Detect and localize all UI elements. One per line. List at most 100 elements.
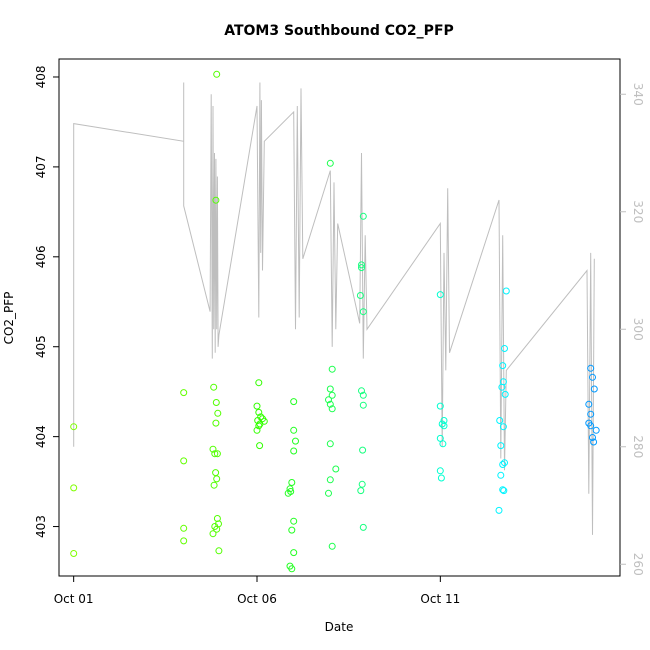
data-point [326, 440, 334, 448]
points-group [70, 70, 600, 573]
plot-frame [58, 58, 621, 577]
data-point [499, 362, 507, 370]
data-point [212, 469, 220, 477]
data-point [180, 457, 188, 465]
data-point [440, 422, 448, 430]
y-tick-label: 407 [34, 155, 48, 178]
data-point [359, 401, 367, 409]
line-series-group [73, 82, 595, 535]
data-point [590, 385, 598, 393]
y-tick-label: 405 [34, 335, 48, 358]
data-point [253, 426, 261, 434]
data-point [288, 526, 296, 534]
data-point [439, 440, 447, 448]
data-point [502, 287, 510, 295]
data-point [212, 399, 220, 406]
data-point [438, 420, 446, 428]
x-axis: Oct 01 Oct 06 Oct 11 [54, 576, 460, 606]
data-point [180, 524, 188, 532]
data-point [211, 450, 219, 458]
data-point [356, 292, 364, 299]
data-point [328, 542, 336, 550]
data-point [326, 385, 334, 393]
y-tick-label: 406 [34, 245, 48, 268]
data-point [255, 379, 263, 387]
data-point [290, 549, 298, 557]
data-point [209, 530, 217, 538]
y-tick-label: 408 [34, 66, 48, 89]
data-point [501, 390, 509, 398]
data-point [286, 485, 294, 493]
data-point [436, 434, 444, 442]
data-point [213, 70, 221, 78]
y2-tick-label: 320 [631, 200, 645, 223]
data-point [255, 408, 263, 416]
data-point [590, 438, 598, 446]
y2-tick-label: 280 [631, 435, 645, 458]
data-point [358, 264, 365, 272]
data-point [214, 409, 222, 417]
y2-tick-label: 340 [631, 83, 645, 106]
data-point [357, 487, 365, 495]
data-point [436, 291, 444, 299]
y2-tick-label: 260 [631, 553, 645, 576]
chart-title: ATOM3 Southbound CO2_PFP [224, 23, 454, 39]
data-point [328, 405, 336, 413]
data-point [499, 423, 507, 431]
y-axis: 403 404 405 406 407 408 [34, 66, 59, 538]
data-point [70, 423, 78, 431]
data-point [210, 481, 218, 489]
data-point [180, 389, 188, 397]
data-point [292, 437, 299, 445]
data-point [440, 417, 448, 424]
series-line [73, 82, 595, 535]
data-point [358, 261, 365, 269]
data-point [326, 400, 334, 408]
data-point [501, 459, 508, 467]
data-point [254, 417, 262, 424]
x-axis-label: Date [325, 620, 354, 634]
y2-tick-label: 300 [631, 318, 645, 341]
data-point [587, 364, 595, 372]
data-point [260, 417, 268, 425]
data-point [290, 517, 298, 525]
data-point [290, 398, 298, 406]
data-point [213, 515, 221, 522]
data-point [359, 523, 367, 531]
data-point [495, 506, 503, 514]
data-point [587, 422, 595, 430]
data-point [499, 486, 507, 494]
data-point [209, 445, 217, 453]
data-point [180, 537, 188, 545]
data-point [325, 396, 332, 404]
data-point [589, 373, 596, 381]
y-tick-label: 403 [34, 515, 48, 538]
data-point [358, 480, 366, 488]
data-point [326, 476, 334, 484]
data-point [253, 402, 261, 410]
data-point [359, 391, 367, 399]
data-point [436, 402, 444, 410]
data-point [437, 474, 445, 482]
data-point [498, 383, 506, 391]
y2-axis: 260 280 300 320 340 [620, 83, 645, 576]
data-point [213, 450, 221, 458]
data-point [212, 196, 220, 204]
data-point [585, 400, 593, 408]
data-point [326, 159, 334, 167]
data-point [592, 426, 600, 434]
data-point [255, 422, 263, 430]
data-point [359, 308, 367, 316]
x-tick-label: Oct 06 [237, 592, 277, 606]
data-point [358, 387, 365, 395]
data-point [499, 461, 507, 468]
data-point [497, 471, 505, 479]
data-point [70, 550, 78, 557]
data-point [287, 488, 295, 495]
data-point [288, 479, 296, 486]
data-point [328, 365, 336, 373]
data-point [587, 410, 595, 418]
data-point [497, 442, 505, 450]
data-point [290, 447, 298, 455]
data-point [290, 426, 298, 434]
